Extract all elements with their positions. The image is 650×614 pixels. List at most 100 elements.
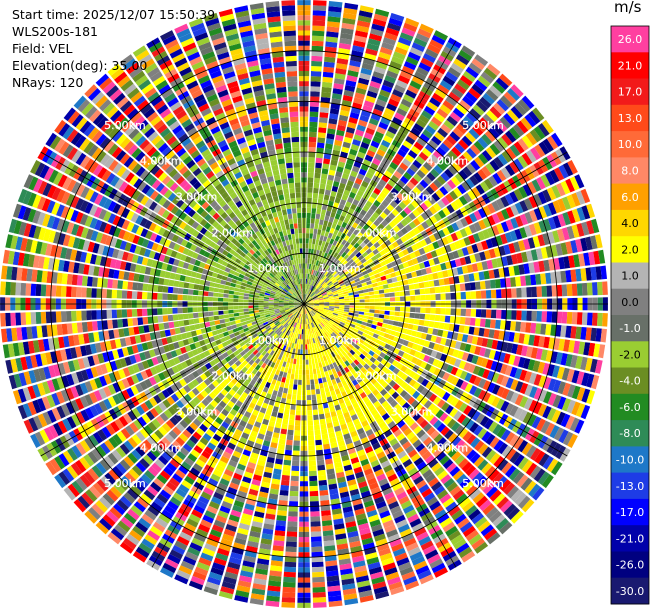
range-gate	[319, 122, 328, 128]
range-gate	[369, 313, 375, 317]
range-gate	[316, 209, 321, 215]
range-gate	[312, 400, 317, 406]
range-gate	[294, 374, 298, 379]
range-gate	[311, 71, 322, 77]
range-gate	[307, 415, 312, 420]
range-gate	[307, 213, 311, 218]
range-gate	[308, 349, 311, 354]
range-gate	[378, 318, 384, 323]
range-gate	[425, 295, 430, 301]
range-gate	[308, 172, 314, 177]
range-gate	[300, 355, 303, 360]
range-gate	[283, 465, 291, 471]
range-gate	[293, 384, 297, 389]
range-gate	[388, 283, 394, 288]
range-gate	[313, 410, 318, 416]
range-gate	[470, 318, 476, 326]
range-gate	[296, 359, 299, 364]
range-gate	[368, 316, 374, 320]
range-gate	[312, 36, 324, 42]
range-gate	[296, 364, 299, 369]
range-gate	[390, 307, 395, 311]
range-gate	[320, 112, 329, 118]
range-gate	[307, 188, 312, 193]
range-gate	[536, 286, 542, 297]
range-gate	[367, 284, 373, 288]
range-gate	[319, 485, 328, 491]
range-gate	[383, 319, 389, 324]
range-gate	[309, 369, 313, 374]
range-gate	[306, 385, 310, 390]
range-gate	[384, 315, 390, 320]
range-gate	[308, 254, 311, 259]
range-gate	[380, 298, 385, 302]
range-gate	[321, 230, 326, 236]
range-gate	[306, 238, 309, 243]
range-gate	[311, 542, 322, 548]
range-gate	[298, 349, 301, 354]
range-gate	[562, 284, 568, 296]
range-gate	[420, 289, 426, 295]
range-gate	[501, 289, 507, 298]
range-gate	[283, 587, 296, 593]
range-gate	[465, 317, 471, 325]
range-gate	[318, 194, 324, 200]
range-gate	[312, 198, 317, 204]
range-gate	[310, 516, 320, 522]
range-gate	[315, 219, 320, 225]
range-gate	[374, 314, 380, 318]
range-gate	[297, 390, 301, 395]
range-gate	[307, 395, 311, 400]
range-gate	[314, 420, 320, 426]
range-gate	[306, 380, 310, 385]
range-gate	[410, 296, 415, 301]
range-gate	[429, 281, 435, 288]
range-gate	[312, 567, 324, 573]
range-gate	[367, 320, 373, 324]
range-gate	[316, 445, 323, 451]
range-gate	[405, 296, 410, 301]
range-gate	[295, 369, 299, 374]
range-gate	[317, 373, 321, 379]
range-gate	[373, 287, 379, 291]
range-gate	[310, 112, 319, 118]
range-gate	[582, 312, 588, 325]
range-gate	[465, 283, 471, 291]
range-gate	[307, 339, 309, 344]
range-gate	[446, 293, 451, 300]
range-gate	[285, 445, 292, 451]
range-gate	[283, 577, 296, 583]
range-gate	[531, 287, 537, 298]
range-gate	[526, 287, 532, 297]
range-gate	[281, 377, 286, 383]
range-gate	[445, 285, 451, 292]
range-gate	[408, 324, 414, 330]
range-gate	[349, 295, 354, 298]
range-gate	[318, 378, 323, 384]
range-gate	[295, 415, 300, 420]
range-gate	[322, 87, 332, 93]
range-gate	[282, 592, 295, 598]
range-gate	[461, 309, 467, 316]
range-gate	[308, 177, 314, 182]
range-gate	[350, 305, 355, 307]
range-gate	[284, 567, 296, 573]
range-gate	[294, 354, 297, 359]
range-gate	[410, 307, 415, 312]
range-gate	[592, 282, 598, 295]
range-gate	[305, 284, 306, 289]
range-gate	[314, 379, 318, 385]
range-gate	[300, 334, 302, 339]
range-gate	[311, 249, 314, 254]
range-gate	[307, 410, 312, 415]
range-gate	[510, 277, 516, 287]
range-gate	[284, 409, 290, 415]
range-gate	[317, 137, 325, 143]
range-gate	[316, 368, 320, 374]
range-gate	[359, 293, 364, 296]
range-gate	[313, 188, 319, 194]
range-gate	[286, 547, 297, 553]
range-gate	[313, 415, 319, 421]
range-gate	[395, 312, 400, 317]
range-gate	[315, 440, 322, 446]
